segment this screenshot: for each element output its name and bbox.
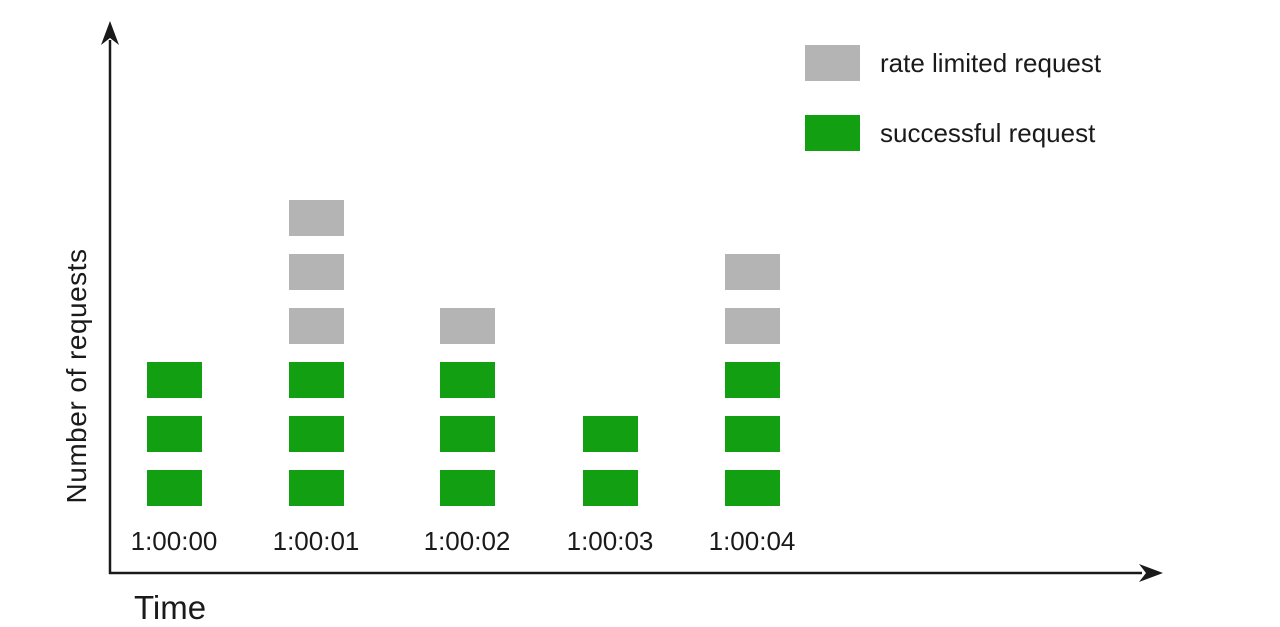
rate-limited-request-block [724, 254, 780, 290]
successful-request-block [724, 470, 780, 506]
successful-request-block [288, 362, 344, 398]
x-tick-label: 1:00:01 [272, 526, 360, 556]
successful-request-block [288, 416, 344, 452]
successful-request-block [724, 416, 780, 452]
successful-request-block [439, 362, 495, 398]
x-tick-label: 1:00:00 [130, 526, 218, 556]
successful-request-block [582, 416, 638, 452]
successful-request-block [724, 362, 780, 398]
x-tick-label: 1:00:03 [566, 526, 654, 556]
legend-label: successful request [880, 117, 1096, 148]
successful-request-block [146, 470, 202, 506]
rate-limited-request-block [288, 308, 344, 344]
legend-label: rate limited request [880, 47, 1102, 78]
y-axis-line [101, 21, 119, 574]
successful-request-block [146, 362, 202, 398]
rate-limited-swatch-icon [805, 45, 860, 81]
rate-limited-request-block [724, 308, 780, 344]
successful-swatch-icon [805, 115, 860, 151]
successful-request-block [146, 416, 202, 452]
y-axis-arrow-icon [101, 21, 119, 45]
x-axis-label: Time [134, 589, 207, 626]
rate-limited-request-block [288, 200, 344, 236]
x-axis-arrow-icon [1139, 564, 1163, 582]
x-axis-line [109, 564, 1163, 582]
successful-request-block [439, 416, 495, 452]
x-tick-label: 1:00:04 [708, 526, 796, 556]
rate-limited-request-block [288, 254, 344, 290]
successful-request-block [582, 470, 638, 506]
legend: rate limited request successful request [805, 45, 1101, 185]
legend-item-rate-limited: rate limited request [805, 45, 1101, 81]
x-tick-label: 1:00:02 [423, 526, 511, 556]
legend-item-successful: successful request [805, 115, 1101, 151]
successful-request-block [439, 470, 495, 506]
rate-limited-request-block [439, 308, 495, 344]
y-axis-label: Number of requests [61, 248, 92, 504]
successful-request-block [288, 470, 344, 506]
